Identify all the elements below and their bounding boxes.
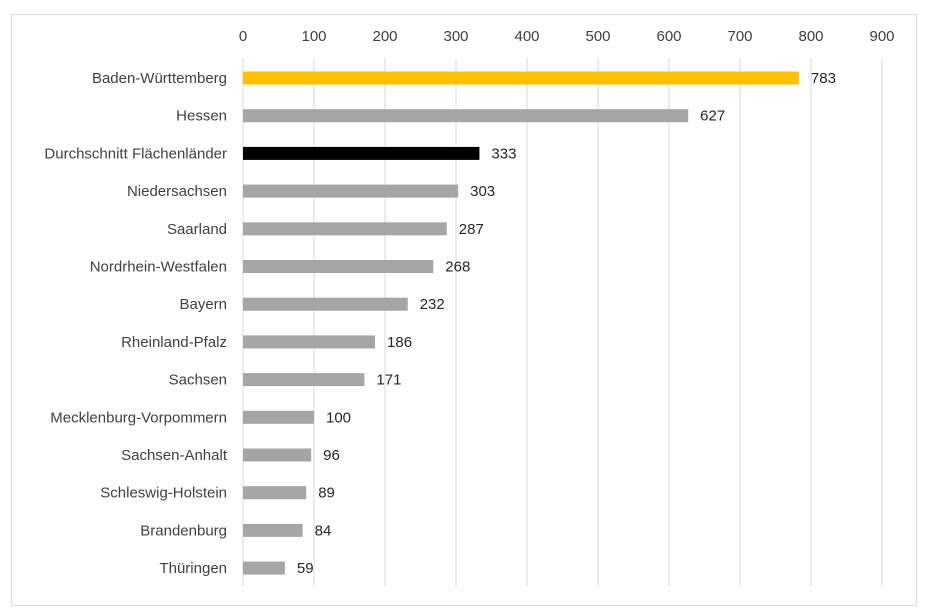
data-label: 287	[459, 221, 484, 238]
category-label: Baden-Württemberg	[92, 70, 227, 87]
bar	[243, 523, 303, 537]
bar	[243, 561, 285, 575]
category-label: Schleswig-Holstein	[100, 485, 227, 502]
category-label: Saarland	[167, 221, 227, 238]
x-tick-label: 100	[301, 28, 326, 45]
data-label: 100	[326, 409, 351, 426]
bar	[243, 260, 434, 273]
category-label: Brandenburg	[140, 522, 227, 539]
bar	[243, 71, 799, 85]
x-tick-label: 300	[443, 28, 468, 45]
data-label: 171	[376, 372, 401, 389]
bar	[243, 109, 689, 123]
x-tick-label: 600	[656, 28, 681, 45]
category-label: Rheinland-Pfalz	[121, 334, 227, 351]
x-tick-label: 800	[798, 28, 823, 45]
bar	[243, 448, 312, 462]
category-label: Mecklenburg-Vorpommern	[50, 409, 227, 426]
bar	[243, 373, 365, 387]
category-label: Hessen	[176, 108, 227, 125]
bar	[243, 410, 314, 424]
category-label: Sachsen-Anhalt	[121, 447, 228, 464]
data-label: 84	[315, 522, 332, 539]
data-label: 96	[323, 447, 340, 464]
x-tick-label: 900	[869, 28, 894, 45]
data-label: 186	[387, 334, 412, 351]
bar	[243, 297, 408, 311]
category-label: Sachsen	[169, 372, 227, 389]
category-label: Nordrhein-Westfalen	[90, 259, 227, 276]
category-label: Bayern	[179, 296, 227, 313]
data-label: 59	[297, 560, 314, 577]
data-label: 232	[420, 296, 445, 313]
x-tick-label: 500	[585, 28, 610, 45]
x-tick-label: 0	[239, 28, 247, 45]
category-label: Thüringen	[159, 560, 227, 577]
x-tick-label: 200	[372, 28, 397, 45]
data-label: 89	[318, 485, 335, 502]
category-label: Niedersachsen	[127, 183, 227, 200]
data-label: 303	[470, 183, 495, 200]
category-label: Durchschnitt Flächenländer	[44, 145, 227, 162]
bar	[243, 486, 307, 500]
x-tick-label: 700	[727, 28, 752, 45]
bar	[243, 222, 447, 236]
data-label: 268	[445, 259, 470, 276]
data-label: 627	[700, 108, 725, 125]
data-label: 783	[811, 70, 836, 87]
x-tick-label: 400	[514, 28, 539, 45]
bar	[243, 184, 459, 198]
data-label: 333	[491, 145, 516, 162]
bar	[243, 335, 376, 349]
bar	[243, 146, 480, 160]
